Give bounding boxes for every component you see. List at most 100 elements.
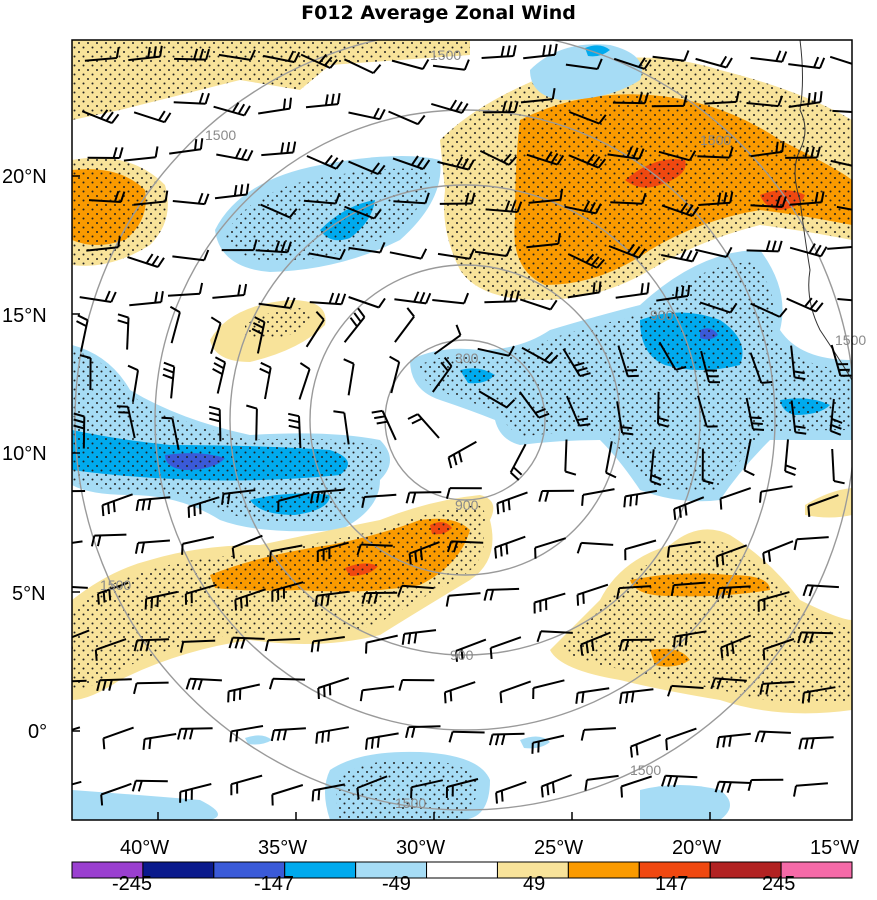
wind-barb-feather (373, 107, 380, 119)
wind-barb-feather (759, 491, 762, 503)
wind-barb (526, 242, 559, 249)
wind-barb-feather (185, 678, 191, 690)
wind-barb-feather (234, 599, 237, 611)
wind-barb-feather (417, 114, 426, 125)
wind-barb-feather (208, 411, 221, 417)
wind-barb-feather (858, 102, 861, 113)
wind-barb (84, 57, 117, 62)
wind-barb (665, 727, 697, 741)
wind-barb-feather (777, 95, 784, 107)
wind-barb-feather (719, 55, 728, 67)
wind-barb (94, 533, 127, 537)
wind-barb-feather (754, 731, 760, 743)
colorbar-label: -147 (254, 873, 294, 895)
wind-barb-feather (500, 733, 506, 746)
wind-barb-feather (315, 491, 320, 503)
wind-barb-feather (623, 496, 627, 508)
wind-barb-feather (62, 491, 65, 502)
wind-barb-feather (371, 409, 383, 414)
wind-barb (409, 491, 442, 494)
wind-barb-feather (538, 412, 550, 419)
wind-barb-feather (550, 152, 559, 164)
wind-barb-feather (762, 649, 766, 661)
wind-barb-feather (621, 426, 633, 430)
wind-barb-feather (213, 362, 225, 370)
wind-barb-feather (198, 92, 204, 104)
wind-barb-feather (625, 692, 629, 704)
wind-barb-feather (589, 201, 596, 213)
wind-barb-feather (688, 150, 697, 161)
wind-barb-feather (288, 424, 300, 430)
colorbar-swatch (426, 861, 498, 879)
wind-barb (807, 494, 839, 507)
wind-barb-feather (210, 316, 222, 325)
wind-barb-feather (349, 317, 358, 328)
wind-barb-feather (379, 242, 386, 253)
wind-barb-feather (807, 92, 811, 105)
wind-barb-feather (361, 496, 366, 508)
wind-barb (565, 63, 598, 70)
wind-barb-feather (598, 281, 602, 293)
wind-barb-feather (592, 282, 596, 294)
wind-barb-feather (205, 48, 211, 60)
wind-barb-feather (515, 290, 520, 302)
wind-barb-feather (505, 245, 512, 257)
wind-barb-feather (58, 682, 61, 693)
wind-barb-feather (221, 493, 225, 505)
wind-barb-feather (135, 499, 140, 512)
wind-barb (394, 315, 415, 343)
wind-barb-feather (807, 505, 811, 517)
wind-barb (749, 352, 763, 384)
wind-barb-feather (728, 146, 734, 158)
wind-barb-feather (243, 105, 251, 116)
wind-barb-feather (96, 679, 101, 692)
wind-barb-feather (557, 232, 561, 245)
wind-barb-feather (102, 591, 106, 603)
wind-barb-feather (646, 282, 650, 294)
wind-barb-feather (616, 587, 621, 600)
wind-barb-feather (678, 506, 682, 518)
wind-barb-feather (397, 585, 403, 597)
ring-label: 900 (455, 497, 479, 513)
wind-barb-feather (455, 101, 463, 112)
negative-region (245, 735, 272, 745)
wind-barb-feather (548, 44, 552, 56)
positive-region (805, 488, 852, 518)
wind-barb (528, 198, 561, 204)
wind-barb-feather (596, 258, 605, 269)
wind-barb-feather (189, 728, 194, 740)
wind-barb-feather (411, 492, 417, 504)
negative-region (530, 44, 642, 100)
wind-barb-feather (229, 731, 233, 743)
wind-barb-feather (620, 786, 623, 798)
wind-barb-feather (452, 541, 459, 553)
wind-barb (795, 782, 828, 787)
wind-barb-feather (151, 255, 160, 266)
wind-barb-feather (716, 678, 722, 690)
wind-barb-feather (863, 291, 867, 301)
wind-barb-feather (643, 59, 652, 70)
wind-barb (829, 55, 852, 65)
wind-barb-feather (228, 637, 234, 649)
wind-barb (520, 98, 553, 104)
wind-barb-feather (127, 364, 139, 372)
wind-barb (582, 488, 615, 496)
wind-barb-feather (760, 731, 766, 743)
wind-barb-feather (510, 200, 517, 212)
wind-barb-feather (371, 162, 380, 173)
ring-label: 1500 (835, 332, 866, 348)
wind-barb-feather (731, 642, 735, 655)
wind-barb (612, 101, 645, 105)
wind-barb-feather (483, 589, 489, 601)
wind-barb-feather (398, 679, 404, 691)
negative-stipple (72, 350, 384, 524)
wind-barb-feather (197, 679, 203, 691)
wind-barb-feather (177, 728, 182, 740)
wind-barb-feather (579, 644, 584, 656)
latitude-axis (72, 175, 80, 732)
wind-barb (671, 684, 704, 689)
wind-barb-feather (576, 542, 583, 554)
wind-barb-feather (687, 284, 691, 297)
wind-barb-feather (372, 64, 382, 74)
wind-barb-feather (145, 253, 154, 264)
